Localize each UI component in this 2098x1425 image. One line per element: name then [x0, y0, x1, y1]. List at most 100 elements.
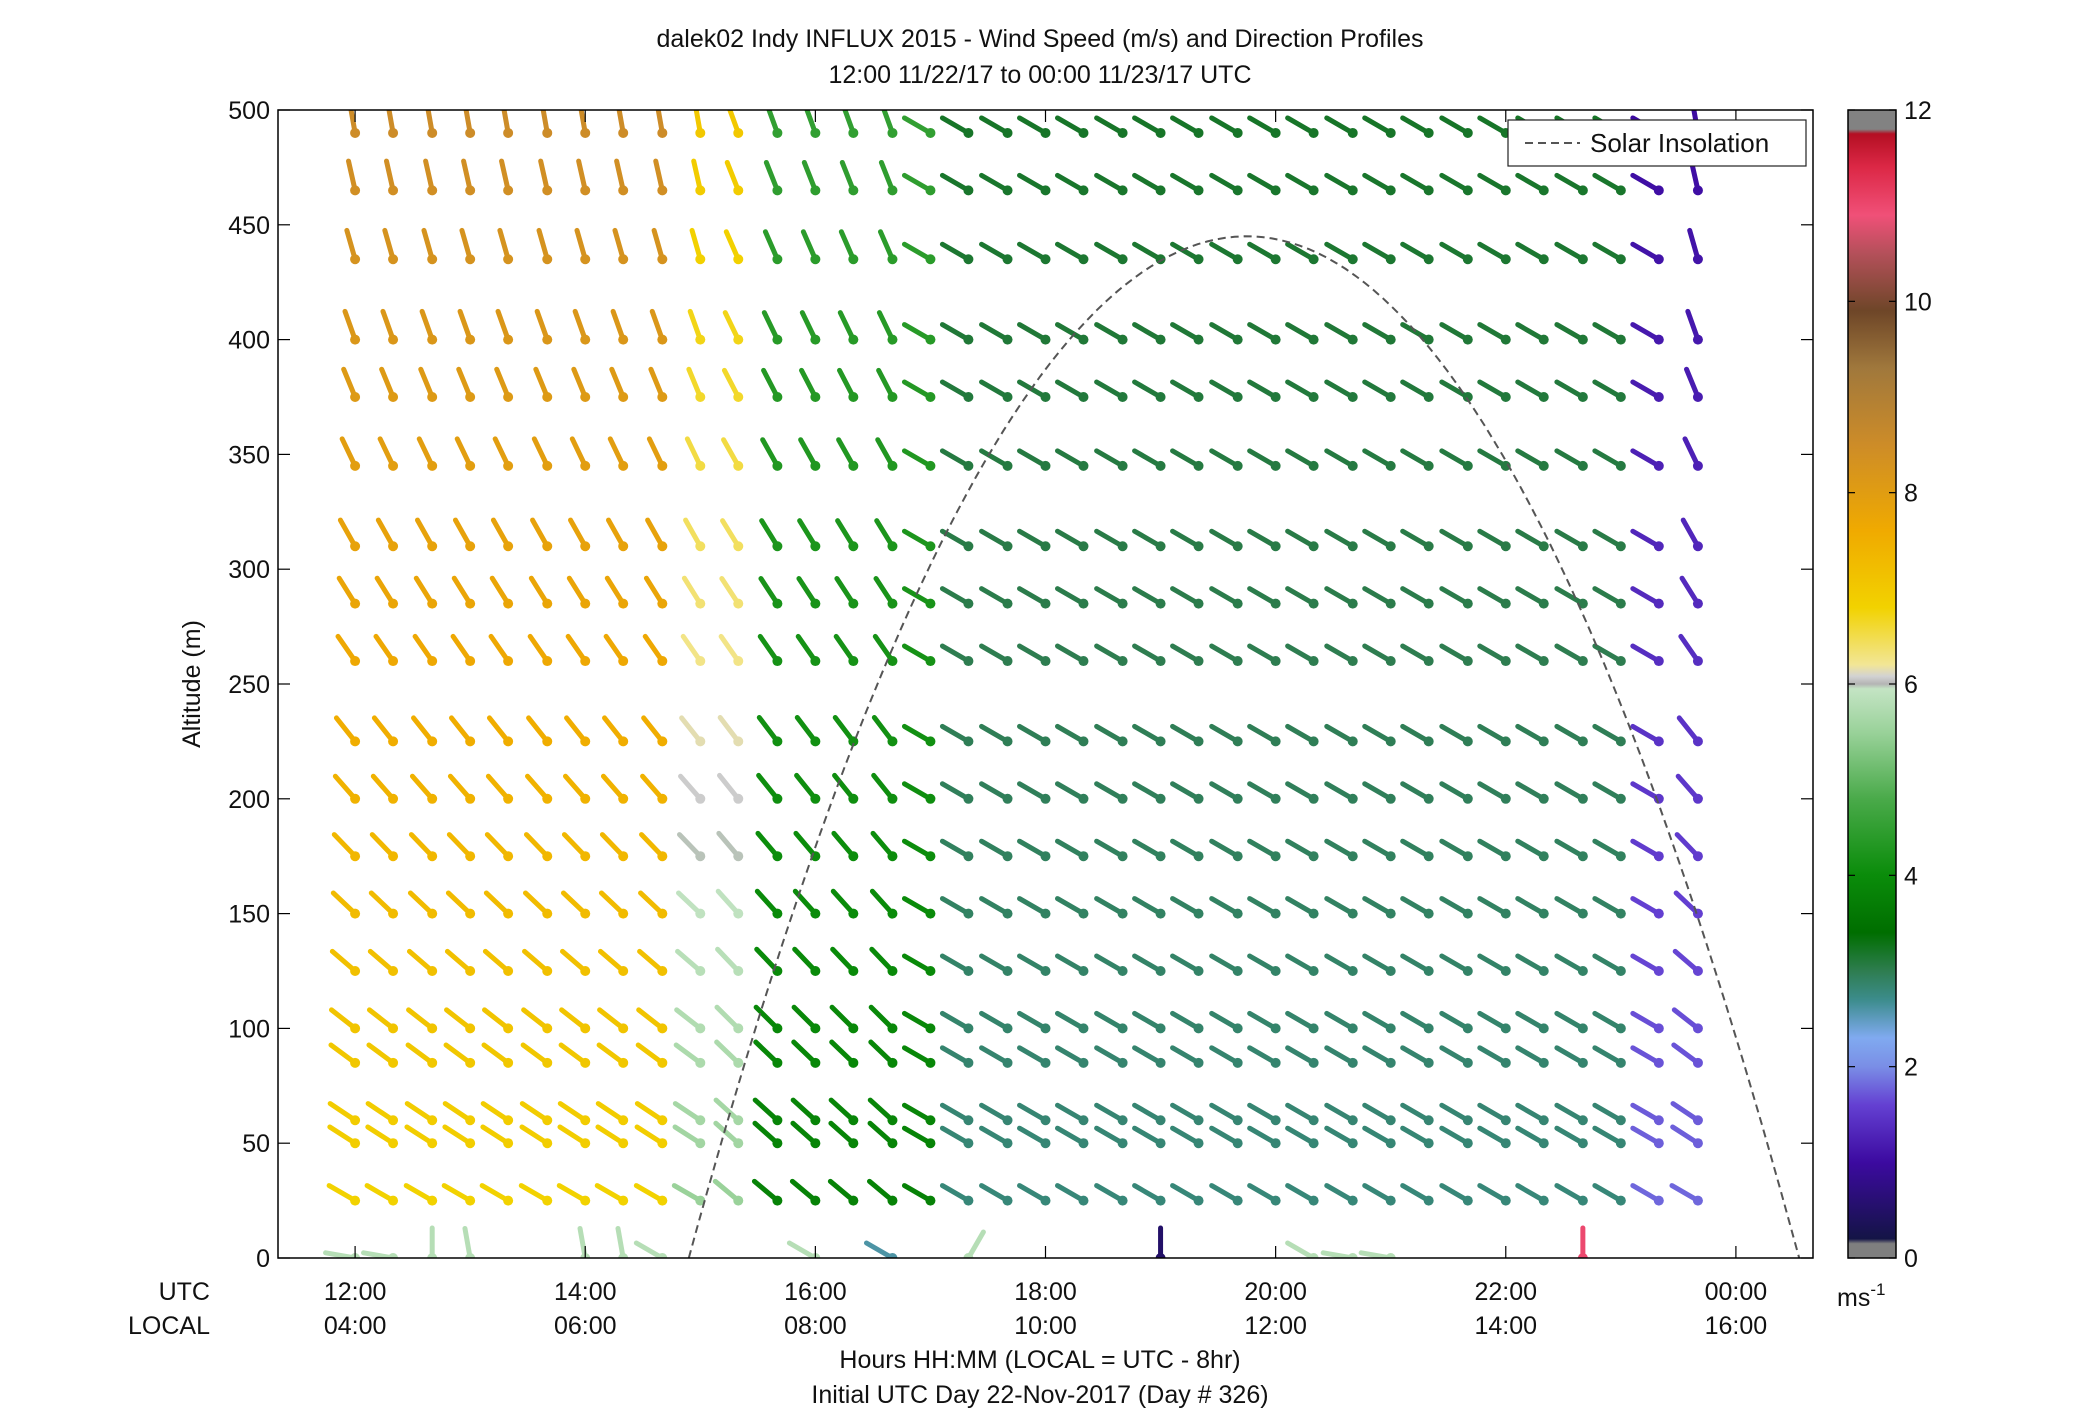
wind-barb-dot — [427, 1023, 438, 1034]
wind-barb-dot — [388, 736, 399, 747]
wind-barb-dot — [1308, 908, 1319, 919]
wind-barb-dot — [925, 1115, 936, 1126]
wind-barb — [1170, 322, 1204, 345]
wind-barb-shaft — [1554, 1125, 1586, 1146]
wind-barb-dot — [388, 966, 399, 976]
wind-barb — [1209, 322, 1243, 345]
wind-barb-dot — [1385, 541, 1396, 552]
wind-barb-shaft — [752, 1120, 780, 1146]
wind-barb-shaft — [1054, 1102, 1086, 1123]
wind-barb — [646, 436, 668, 471]
wind-barb — [373, 633, 399, 667]
wind-barb-dot — [350, 1023, 361, 1034]
wind-barb-dot — [1692, 598, 1703, 609]
wind-barb-dot — [810, 656, 821, 667]
wind-barb — [717, 772, 744, 804]
wind-barb-dot — [503, 736, 514, 747]
wind-barb-shaft — [1684, 366, 1701, 400]
wind-barb — [754, 888, 783, 919]
wind-barb-dot — [887, 1023, 898, 1034]
wind-barb — [1017, 528, 1051, 552]
wind-barb-shaft — [409, 773, 435, 802]
wind-barb — [881, 110, 898, 138]
wind-barb — [1439, 838, 1473, 862]
wind-barb — [377, 436, 399, 471]
wind-barb-shaft — [939, 241, 971, 262]
wind-barb — [409, 773, 438, 804]
wind-barb-dot — [848, 656, 859, 667]
wind-barb-dot — [542, 966, 553, 976]
wind-barb-shaft — [1477, 838, 1509, 859]
x-tick-label-utc: 12:00 — [324, 1278, 387, 1306]
wind-barb — [1515, 241, 1549, 265]
wind-barb-dot — [1232, 1138, 1243, 1149]
wind-barb — [1439, 896, 1473, 919]
wind-barb — [1676, 715, 1703, 747]
wind-barb-shaft — [881, 110, 895, 136]
wind-barb-shaft — [1054, 322, 1086, 343]
wind-barb-dot — [1232, 1115, 1243, 1126]
wind-barb-dot — [1155, 127, 1166, 138]
wind-barb-dot — [1232, 541, 1243, 552]
wind-barb-dot — [887, 598, 898, 609]
wind-barb-dot — [1615, 598, 1626, 609]
x-tick-label-local: 16:00 — [1705, 1312, 1768, 1340]
wind-barb-dot — [1155, 541, 1166, 552]
wind-barb-shaft — [1132, 586, 1164, 607]
wind-barb-dot — [1423, 127, 1434, 138]
solar-insolation-layer — [687, 235, 1801, 1258]
wind-barb-shaft — [901, 1102, 933, 1123]
wind-barb — [756, 714, 783, 747]
wind-barb-shaft — [677, 832, 703, 859]
wind-barb-dot — [657, 1138, 668, 1149]
wind-barb-dot — [810, 185, 821, 196]
wind-barb-dot — [1193, 851, 1204, 862]
wind-barb-dot — [1423, 656, 1434, 667]
wind-barb-dot — [1347, 127, 1358, 138]
wind-barb-dot — [1692, 1195, 1703, 1206]
wind-barb — [1132, 172, 1166, 196]
wind-barb-shaft — [1554, 586, 1586, 607]
wind-barb-dot — [887, 334, 898, 345]
wind-barb-dot — [388, 254, 399, 265]
wind-barb-dot — [618, 541, 629, 552]
wind-barb — [1592, 1125, 1626, 1149]
wind-barb — [1247, 723, 1281, 747]
wind-barb-shaft — [425, 110, 435, 136]
wind-barb-dot — [1117, 1195, 1128, 1206]
wind-barb-dot — [1078, 656, 1089, 667]
wind-barb-shaft — [979, 528, 1011, 549]
wind-barb — [494, 366, 514, 402]
wind-barb-shaft — [727, 110, 741, 136]
wind-barb — [1515, 953, 1549, 976]
wind-barb — [444, 1007, 476, 1034]
wind-barb — [379, 366, 399, 402]
wind-barb — [641, 715, 668, 747]
wind-barb — [533, 366, 553, 402]
wind-barb-shaft — [1477, 896, 1509, 917]
wind-barb — [1209, 781, 1243, 804]
wind-barb-shaft — [648, 366, 665, 400]
wind-barb-dot — [1002, 334, 1013, 345]
wind-barb — [1630, 643, 1664, 667]
wind-barb — [901, 1010, 936, 1034]
wind-barb — [1209, 241, 1243, 265]
wind-barb — [406, 948, 438, 976]
colorbar-unit-text: ms — [1837, 1284, 1870, 1312]
wind-barb-dot — [1040, 185, 1051, 196]
wind-barb-dot — [1577, 334, 1588, 345]
wind-barb — [901, 781, 936, 804]
wind-barb-dot — [1002, 598, 1013, 609]
wind-barb-dot — [848, 460, 859, 471]
wind-barb-dot — [772, 127, 783, 138]
wind-barb — [1400, 896, 1434, 919]
wind-barb-shaft — [370, 773, 396, 802]
wind-barb — [643, 575, 668, 609]
wind-barb-dot — [1462, 541, 1473, 552]
wind-barb-dot — [427, 598, 438, 609]
y-tick-label: 200 — [228, 786, 270, 814]
wind-barb-dot — [657, 851, 668, 862]
wind-barb-shaft — [364, 1183, 396, 1204]
wind-barb — [1094, 448, 1128, 471]
wind-barb-shaft — [489, 575, 511, 607]
